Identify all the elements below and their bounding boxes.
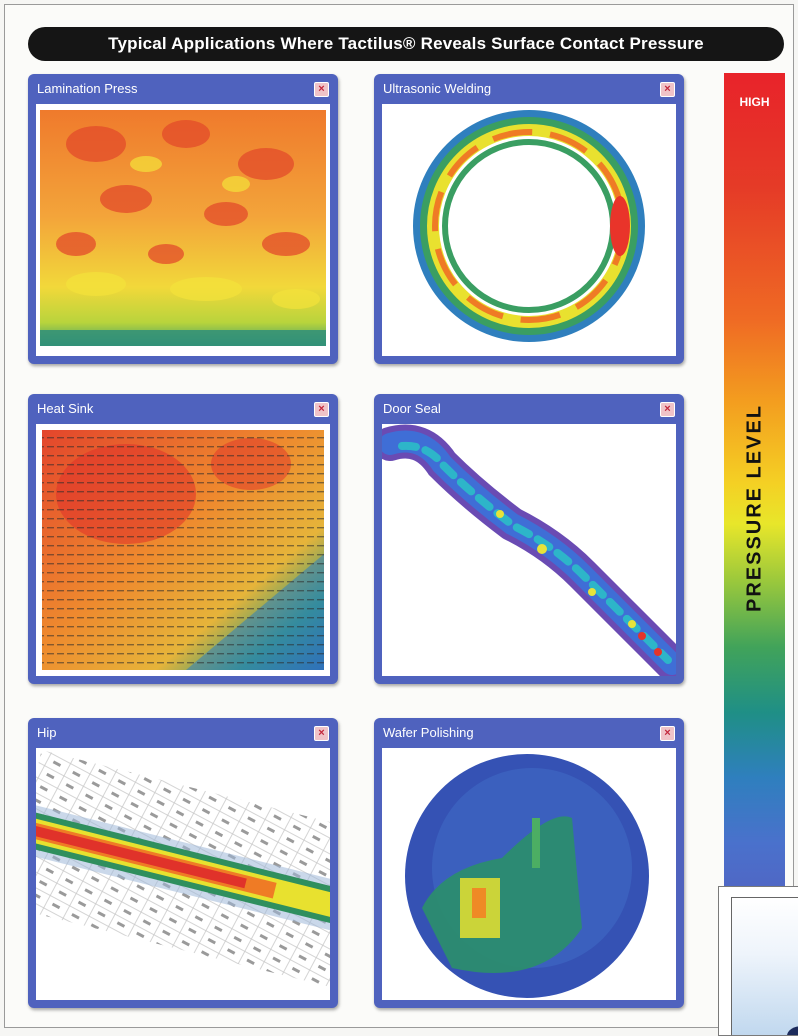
lamination-heatmap xyxy=(36,104,330,356)
close-icon[interactable]: × xyxy=(314,402,329,417)
hip-heatmap xyxy=(36,748,330,1000)
panel-ultrasonic-welding: Ultrasonic Welding × xyxy=(374,74,684,364)
corner-chart-area xyxy=(731,897,798,1035)
panel-titlebar: Lamination Press × xyxy=(31,77,335,101)
heat-sink-heatmap xyxy=(36,424,330,676)
panel-titlebar: Door Seal × xyxy=(377,397,681,421)
panel-door-seal: Door Seal × xyxy=(374,394,684,684)
pressure-map-wafer xyxy=(382,748,676,1000)
pressure-map-hip xyxy=(36,748,330,1000)
panel-title: Ultrasonic Welding xyxy=(383,81,492,96)
panel-titlebar: Ultrasonic Welding × xyxy=(377,77,681,101)
welding-ring-heatmap xyxy=(382,104,676,356)
close-icon[interactable]: × xyxy=(660,726,675,741)
pressure-map-heat-sink xyxy=(36,424,330,676)
panel-title: Door Seal xyxy=(383,401,441,416)
panel-titlebar: Heat Sink × xyxy=(31,397,335,421)
panel-wafer-polishing: Wafer Polishing × xyxy=(374,718,684,1008)
close-icon[interactable]: × xyxy=(314,82,329,97)
close-icon[interactable]: × xyxy=(660,402,675,417)
panel-title: Heat Sink xyxy=(37,401,94,416)
pressure-map-door-seal xyxy=(382,424,676,676)
panel-titlebar: Hip × xyxy=(31,721,335,745)
close-icon[interactable]: × xyxy=(660,82,675,97)
page-title-banner: Typical Applications Where Tactilus® Rev… xyxy=(28,27,784,61)
door-seal-heatmap xyxy=(382,424,676,676)
panel-title: Wafer Polishing xyxy=(383,725,474,740)
panel-heat-sink: Heat Sink × xyxy=(28,394,338,684)
panel-lamination-press: Lamination Press × xyxy=(28,74,338,364)
panel-title: Lamination Press xyxy=(37,81,138,96)
scale-high-label: HIGH xyxy=(739,95,770,109)
corner-partial-window xyxy=(718,886,798,1036)
pressure-map-ultrasonic xyxy=(382,104,676,356)
close-icon[interactable]: × xyxy=(314,726,329,741)
panel-titlebar: Wafer Polishing × xyxy=(377,721,681,745)
pressure-map-lamination xyxy=(36,104,330,356)
corner-dark-shape xyxy=(787,1026,798,1035)
panel-title: Hip xyxy=(37,725,57,740)
scale-axis-label: PRESSURE LEVEL xyxy=(743,403,765,612)
panel-hip: Hip × xyxy=(28,718,338,1008)
pressure-scale-bar: HIGH PRESSURE LEVEL xyxy=(724,73,785,893)
wafer-heatmap xyxy=(382,748,676,1000)
